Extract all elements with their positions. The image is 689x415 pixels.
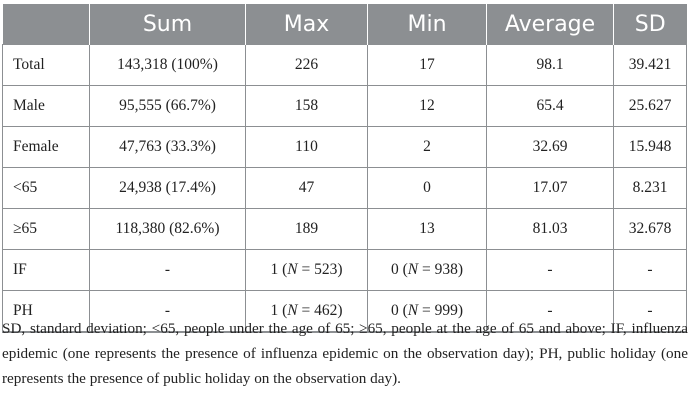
header-cell-sd: SD: [613, 4, 687, 45]
n-symbol: N: [407, 261, 419, 278]
n-value: 523: [314, 261, 338, 278]
cell-average: 17.07: [486, 167, 614, 209]
cell-sd: 32.678: [613, 208, 687, 250]
cell-sd: 15.948: [613, 126, 687, 168]
n-symbol: N: [407, 302, 419, 319]
n-value: 999: [434, 302, 458, 319]
cell-min: 17: [367, 44, 487, 86]
cell-average: 98.1: [486, 44, 614, 86]
cell-sum: -: [89, 249, 246, 291]
n-value: 462: [314, 302, 338, 319]
row-label: IF: [2, 249, 90, 291]
cell-max: 158: [245, 85, 368, 127]
table-row-female: Female 47,763 (33.3%) 110 2 32.69 15.948: [2, 126, 687, 168]
table-row-under-65: <65 24,938 (17.4%) 47 0 17.07 8.231: [2, 167, 687, 209]
row-label: Total: [2, 44, 90, 86]
cell-min: 0 (N = 999): [367, 290, 487, 333]
cell-sd: -: [613, 290, 687, 333]
cell-sd: 8.231: [613, 167, 687, 209]
cell-min: 12: [367, 85, 487, 127]
cell-min: 13: [367, 208, 487, 250]
row-label: Male: [2, 85, 90, 127]
cell-min: 2: [367, 126, 487, 168]
max-value: 1: [270, 302, 279, 319]
row-label: <65: [2, 167, 90, 209]
cell-max: 110: [245, 126, 368, 168]
cell-max: 47: [245, 167, 368, 209]
cell-average: 65.4: [486, 85, 614, 127]
row-label: ≥65: [2, 208, 90, 250]
cell-sum: 118,380 (82.6%): [89, 208, 246, 250]
table-footnote: SD, standard deviation; <65, people unde…: [2, 320, 688, 387]
cell-max: 1 (N = 523): [245, 249, 368, 291]
cell-max: 226: [245, 44, 368, 86]
cell-sum: 47,763 (33.3%): [89, 126, 246, 168]
cell-min: 0: [367, 167, 487, 209]
cell-sum: -: [89, 290, 246, 333]
header-cell-average: Average: [486, 4, 614, 45]
row-label: Female: [2, 126, 90, 168]
cell-sd: -: [613, 249, 687, 291]
min-value: 0: [390, 261, 399, 278]
n-symbol: N: [287, 302, 298, 319]
statistics-table: Sum Max Min Average SD Total 143,318 (10…: [2, 4, 687, 333]
cell-average: 32.69: [486, 126, 614, 168]
table-row-ph: PH - 1 (N = 462) 0 (N = 999) - -: [2, 290, 687, 333]
cell-average: 81.03: [486, 208, 614, 250]
header-cell-max: Max: [245, 4, 368, 45]
table-row-total: Total 143,318 (100%) 226 17 98.1 39.421: [2, 44, 687, 86]
table-row-65-and-over: ≥65 118,380 (82.6%) 189 13 81.03 32.678: [2, 208, 687, 250]
min-value: 0: [390, 302, 399, 319]
cell-average: -: [486, 249, 614, 291]
header-row: Sum Max Min Average SD: [2, 4, 687, 45]
cell-sum: 143,318 (100%): [89, 44, 246, 86]
cell-min: 0 (N = 938): [367, 249, 487, 291]
cell-sd: 25.627: [613, 85, 687, 127]
n-symbol: N: [287, 261, 298, 278]
cell-average: -: [486, 290, 614, 333]
table-row-if: IF - 1 (N = 523) 0 (N = 938) - -: [2, 249, 687, 291]
cell-sum: 95,555 (66.7%): [89, 85, 246, 127]
cell-sum: 24,938 (17.4%): [89, 167, 246, 209]
header-cell-min: Min: [367, 4, 487, 45]
cell-sd: 39.421: [613, 44, 687, 86]
table-row-male: Male 95,555 (66.7%) 158 12 65.4 25.627: [2, 85, 687, 127]
n-value: 938: [434, 261, 458, 278]
cell-max: 189: [245, 208, 368, 250]
header-cell-sum: Sum: [89, 4, 246, 45]
header-cell-label: [2, 4, 90, 45]
row-label: PH: [2, 290, 90, 333]
max-value: 1: [270, 261, 279, 278]
